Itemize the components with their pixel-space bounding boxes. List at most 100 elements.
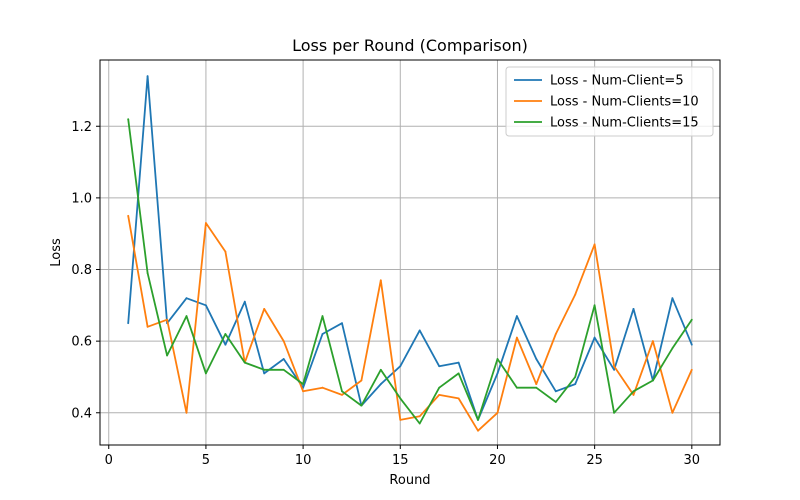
data-point (671, 297, 674, 300)
y-tick-label: 0.6 (71, 335, 92, 350)
legend-label: Loss - Num-Clients=10 (550, 95, 699, 110)
data-point (341, 390, 343, 393)
data-point (341, 322, 343, 325)
data-point (379, 368, 382, 371)
data-point (438, 386, 441, 389)
data-point (185, 411, 188, 414)
data-point (321, 386, 324, 389)
series-3 (127, 118, 693, 425)
data-point (690, 318, 693, 321)
data-point (477, 419, 479, 421)
x-tick-label: 5 (202, 453, 210, 468)
data-point (593, 304, 596, 307)
data-point (127, 118, 130, 120)
data-point (205, 222, 207, 224)
data-point (127, 322, 130, 325)
y-tick-label: 0.8 (71, 263, 92, 278)
series-2 (127, 214, 693, 432)
data-point (127, 214, 130, 217)
data-point (341, 394, 343, 396)
data-point (146, 272, 149, 274)
data-point (166, 354, 169, 357)
y-ticks: 0.4 0.6 0.8 1.0 1.2 (71, 120, 100, 421)
x-tick-label: 15 (392, 453, 409, 468)
data-point (438, 394, 441, 396)
data-point (282, 358, 285, 360)
data-point (671, 411, 674, 414)
data-point (166, 318, 169, 321)
data-point (379, 279, 382, 282)
data-point (438, 365, 441, 368)
data-point (399, 419, 402, 421)
y-axis-title: Loss (49, 238, 64, 267)
data-point (321, 333, 324, 335)
data-point (263, 308, 266, 310)
series-2-line (127, 215, 693, 432)
data-point (496, 358, 499, 360)
y-tick-label: 1.2 (71, 120, 92, 135)
data-point (418, 422, 421, 425)
data-point (632, 390, 635, 393)
data-point (593, 243, 596, 246)
data-point (613, 368, 615, 371)
data-point (379, 383, 382, 385)
data-point (496, 411, 499, 414)
data-point (535, 386, 538, 389)
y-tick-label: 0.4 (71, 406, 92, 421)
y-tick-label: 1.0 (71, 191, 92, 206)
data-point (574, 293, 577, 296)
data-point (574, 376, 577, 378)
data-point (652, 340, 654, 342)
data-point (554, 401, 557, 403)
data-point (690, 343, 693, 346)
data-point (224, 250, 227, 253)
data-point (496, 372, 499, 375)
x-tick-label: 20 (489, 453, 506, 468)
legend-label: Loss - Num-Clients=15 (550, 116, 699, 131)
data-point (535, 358, 538, 360)
legend-box (505, 66, 714, 137)
data-point (554, 333, 557, 335)
data-point (632, 308, 635, 310)
data-point (282, 368, 285, 371)
data-point (554, 390, 557, 393)
data-point (535, 383, 538, 385)
x-tick-label: 25 (586, 453, 603, 468)
data-point (399, 397, 402, 400)
legend: Loss - Num-Client=5 Loss - Num-Clients=10… (505, 66, 714, 137)
series-lines (127, 75, 693, 432)
x-axis-title: Round (389, 473, 430, 488)
data-point (302, 390, 304, 393)
series-1-line (127, 75, 693, 421)
data-point (302, 383, 304, 385)
data-point (205, 372, 207, 375)
data-point (574, 383, 577, 385)
data-point (457, 372, 460, 375)
data-point (516, 315, 518, 317)
x-tick-label: 0 (105, 453, 113, 468)
data-point (418, 329, 421, 332)
data-point (224, 333, 227, 335)
data-point (671, 347, 674, 350)
data-point (282, 340, 285, 342)
data-point (457, 397, 460, 400)
data-point (690, 368, 693, 371)
data-point (399, 365, 402, 368)
data-point (360, 379, 363, 382)
data-point (205, 304, 207, 307)
data-point (263, 368, 266, 371)
data-point (516, 336, 518, 339)
data-point (516, 386, 518, 389)
data-point (632, 394, 635, 396)
data-point (360, 404, 363, 407)
x-ticks: 0 5 10 15 20 25 30 (105, 445, 700, 468)
data-point (593, 336, 596, 339)
x-tick-label: 10 (295, 453, 312, 468)
data-point (418, 415, 421, 418)
data-point (224, 343, 227, 346)
data-point (613, 411, 615, 414)
legend-label: Loss - Num-Client=5 (550, 74, 684, 89)
x-tick-label: 30 (684, 453, 701, 468)
data-point (185, 315, 188, 317)
data-point (146, 325, 149, 328)
